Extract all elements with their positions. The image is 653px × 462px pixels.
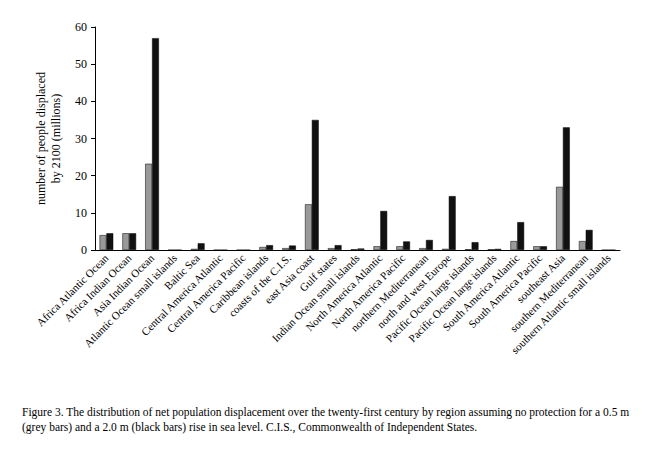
svg-text:60: 60 [75, 20, 87, 34]
svg-text:Caribbean islands: Caribbean islands [206, 251, 271, 316]
svg-text:50: 50 [75, 57, 87, 71]
svg-text:number of people displaced: number of people displaced [34, 72, 48, 205]
svg-text:30: 30 [75, 132, 87, 146]
svg-text:east Asia coast: east Asia coast [261, 251, 317, 306]
svg-text:North America Atlantic: North America Atlantic [303, 251, 385, 334]
svg-text:Baltic Sea: Baltic Sea [161, 251, 202, 292]
svg-text:southern Mediterranean: southern Mediterranean [507, 251, 590, 335]
svg-text:Africa Indian Ocean: Africa Indian Ocean [61, 251, 134, 324]
svg-text:North America Pacific: North America Pacific [329, 251, 408, 331]
svg-text:Central America Pacific: Central America Pacific [164, 251, 248, 335]
svg-text:coasts of the C.I.S.: coasts of the C.I.S. [226, 251, 294, 319]
svg-text:Pacific Ocean large islands: Pacific Ocean large islands [383, 252, 476, 345]
svg-text:southern Atlantic small island: southern Atlantic small islands [509, 252, 613, 356]
svg-text:Africa Atlantic Ocean: Africa Atlantic Ocean [34, 251, 111, 329]
svg-text:Pacific Ocean large islands: Pacific Ocean large islands [406, 252, 499, 345]
svg-text:South America Pacific: South America Pacific [466, 251, 545, 331]
svg-text:north and west Europe: north and west Europe [374, 251, 453, 331]
svg-text:Indian Ocean small islands: Indian Ocean small islands [269, 252, 361, 344]
svg-text:(grey bars) and a 2.0 m (black: (grey bars) and a 2.0 m (black bars) ris… [22, 421, 477, 434]
svg-text:southeast Asia: southeast Asia [514, 251, 568, 305]
svg-text:Gulf states: Gulf states [297, 251, 339, 294]
svg-text:Asia Indian Ocean: Asia Indian Ocean [90, 251, 157, 318]
svg-text:20: 20 [75, 169, 87, 183]
svg-text:Figure 3. The distribution of: Figure 3. The distribution of net popula… [22, 406, 632, 419]
svg-text:0: 0 [81, 243, 87, 257]
svg-text:South America Atlantic: South America Atlantic [440, 251, 522, 334]
svg-text:Central America Atlantic: Central America Atlantic [138, 251, 225, 338]
svg-text:Atlantic Ocean small islands: Atlantic Ocean small islands [82, 252, 180, 350]
svg-text:by 2100 (millions): by 2100 (millions) [49, 94, 63, 183]
svg-text:40: 40 [75, 94, 87, 108]
svg-text:northern Mediterranean: northern Mediterranean [348, 251, 431, 334]
svg-text:10: 10 [75, 206, 87, 220]
